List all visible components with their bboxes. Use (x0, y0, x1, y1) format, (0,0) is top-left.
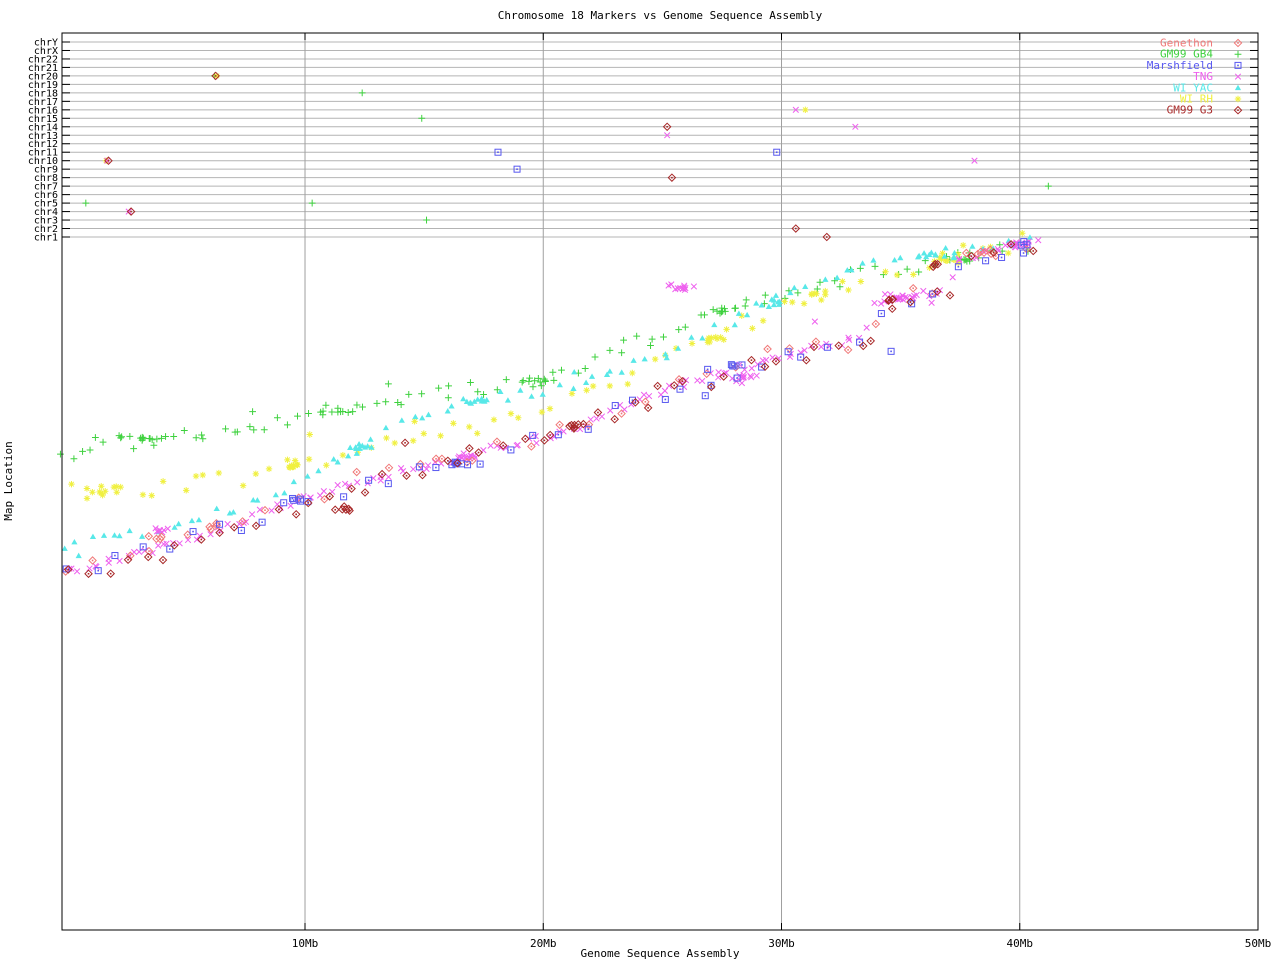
series-tng (66, 106, 1042, 575)
series-wi-rh (68, 72, 1026, 502)
chromosome-label: chrY (34, 38, 58, 49)
legend-label: Genethon (1160, 37, 1213, 50)
chromosome-label: chrX (34, 46, 58, 57)
y-axis-label: Map Location (2, 441, 15, 520)
x-tick-label: 50Mb (1245, 937, 1272, 950)
x-tick-label: 20Mb (530, 937, 557, 950)
series-wi-yac (61, 234, 1034, 559)
chromosome-label: chr4 (34, 207, 58, 218)
legend-marker (1234, 84, 1242, 91)
chart-title: Chromosome 18 Markers vs Genome Sequence… (498, 9, 823, 22)
chromosome-label: chr15 (28, 114, 58, 125)
x-tick-label: 10Mb (292, 937, 319, 950)
legend-label: Marshfield (1147, 59, 1213, 72)
x-tick-label: 40Mb (1007, 937, 1034, 950)
series-marshfield (62, 148, 1031, 575)
x-axis-label: Genome Sequence Assembly (581, 947, 740, 960)
chromosome-label: chr21 (28, 63, 58, 74)
chromosome-label: chr7 (34, 182, 58, 193)
legend-marker (1234, 61, 1242, 69)
legend-label: TNG (1193, 70, 1213, 83)
chromosome-label: chr13 (28, 131, 58, 142)
series-gm99-g3 (63, 71, 1038, 579)
chromosome-label: chr20 (28, 71, 58, 82)
legend-label: GM99 G3 (1167, 104, 1213, 117)
chromosome-label: chr19 (28, 80, 58, 91)
legend-label: GM99 GB4 (1160, 48, 1213, 61)
chromosome-label: chr6 (34, 190, 58, 201)
chromosome-label: chr8 (34, 173, 58, 184)
series-gm99-gb4 (57, 72, 1052, 463)
chromosome-label: chr2 (34, 224, 58, 235)
series-layer (57, 71, 1052, 579)
chromosome-label: chr12 (28, 139, 58, 150)
plot-border (61, 32, 1259, 931)
chromosome-label: chr11 (28, 148, 58, 159)
legend-marker (1233, 38, 1243, 48)
chromosome-label: chr16 (28, 105, 58, 116)
legend-label: WI YAC (1173, 81, 1213, 94)
grid-layer (62, 33, 1258, 930)
legend-marker (1234, 50, 1242, 58)
chromosome-label: chr17 (28, 97, 58, 108)
chromosome-label: chr14 (28, 122, 58, 133)
chromosome-label: chr5 (34, 199, 58, 210)
x-tick-label: 30Mb (768, 937, 795, 950)
legend-marker (1233, 105, 1243, 115)
chromosome-label: chr1 (34, 233, 58, 244)
legend-marker (1234, 95, 1242, 103)
chromosome-label: chr9 (34, 165, 58, 176)
chromosome-label: chr22 (28, 54, 58, 65)
chromosome-label: chr3 (34, 216, 58, 227)
chromosome-label: chr10 (28, 156, 58, 167)
frame-layer: chrYchrXchr22chr21chr20chr19chr18chr17ch… (28, 32, 1272, 950)
legend-marker (1234, 73, 1242, 80)
legend-label: WI RH (1180, 93, 1213, 106)
chromosome-label: chr18 (28, 88, 58, 99)
